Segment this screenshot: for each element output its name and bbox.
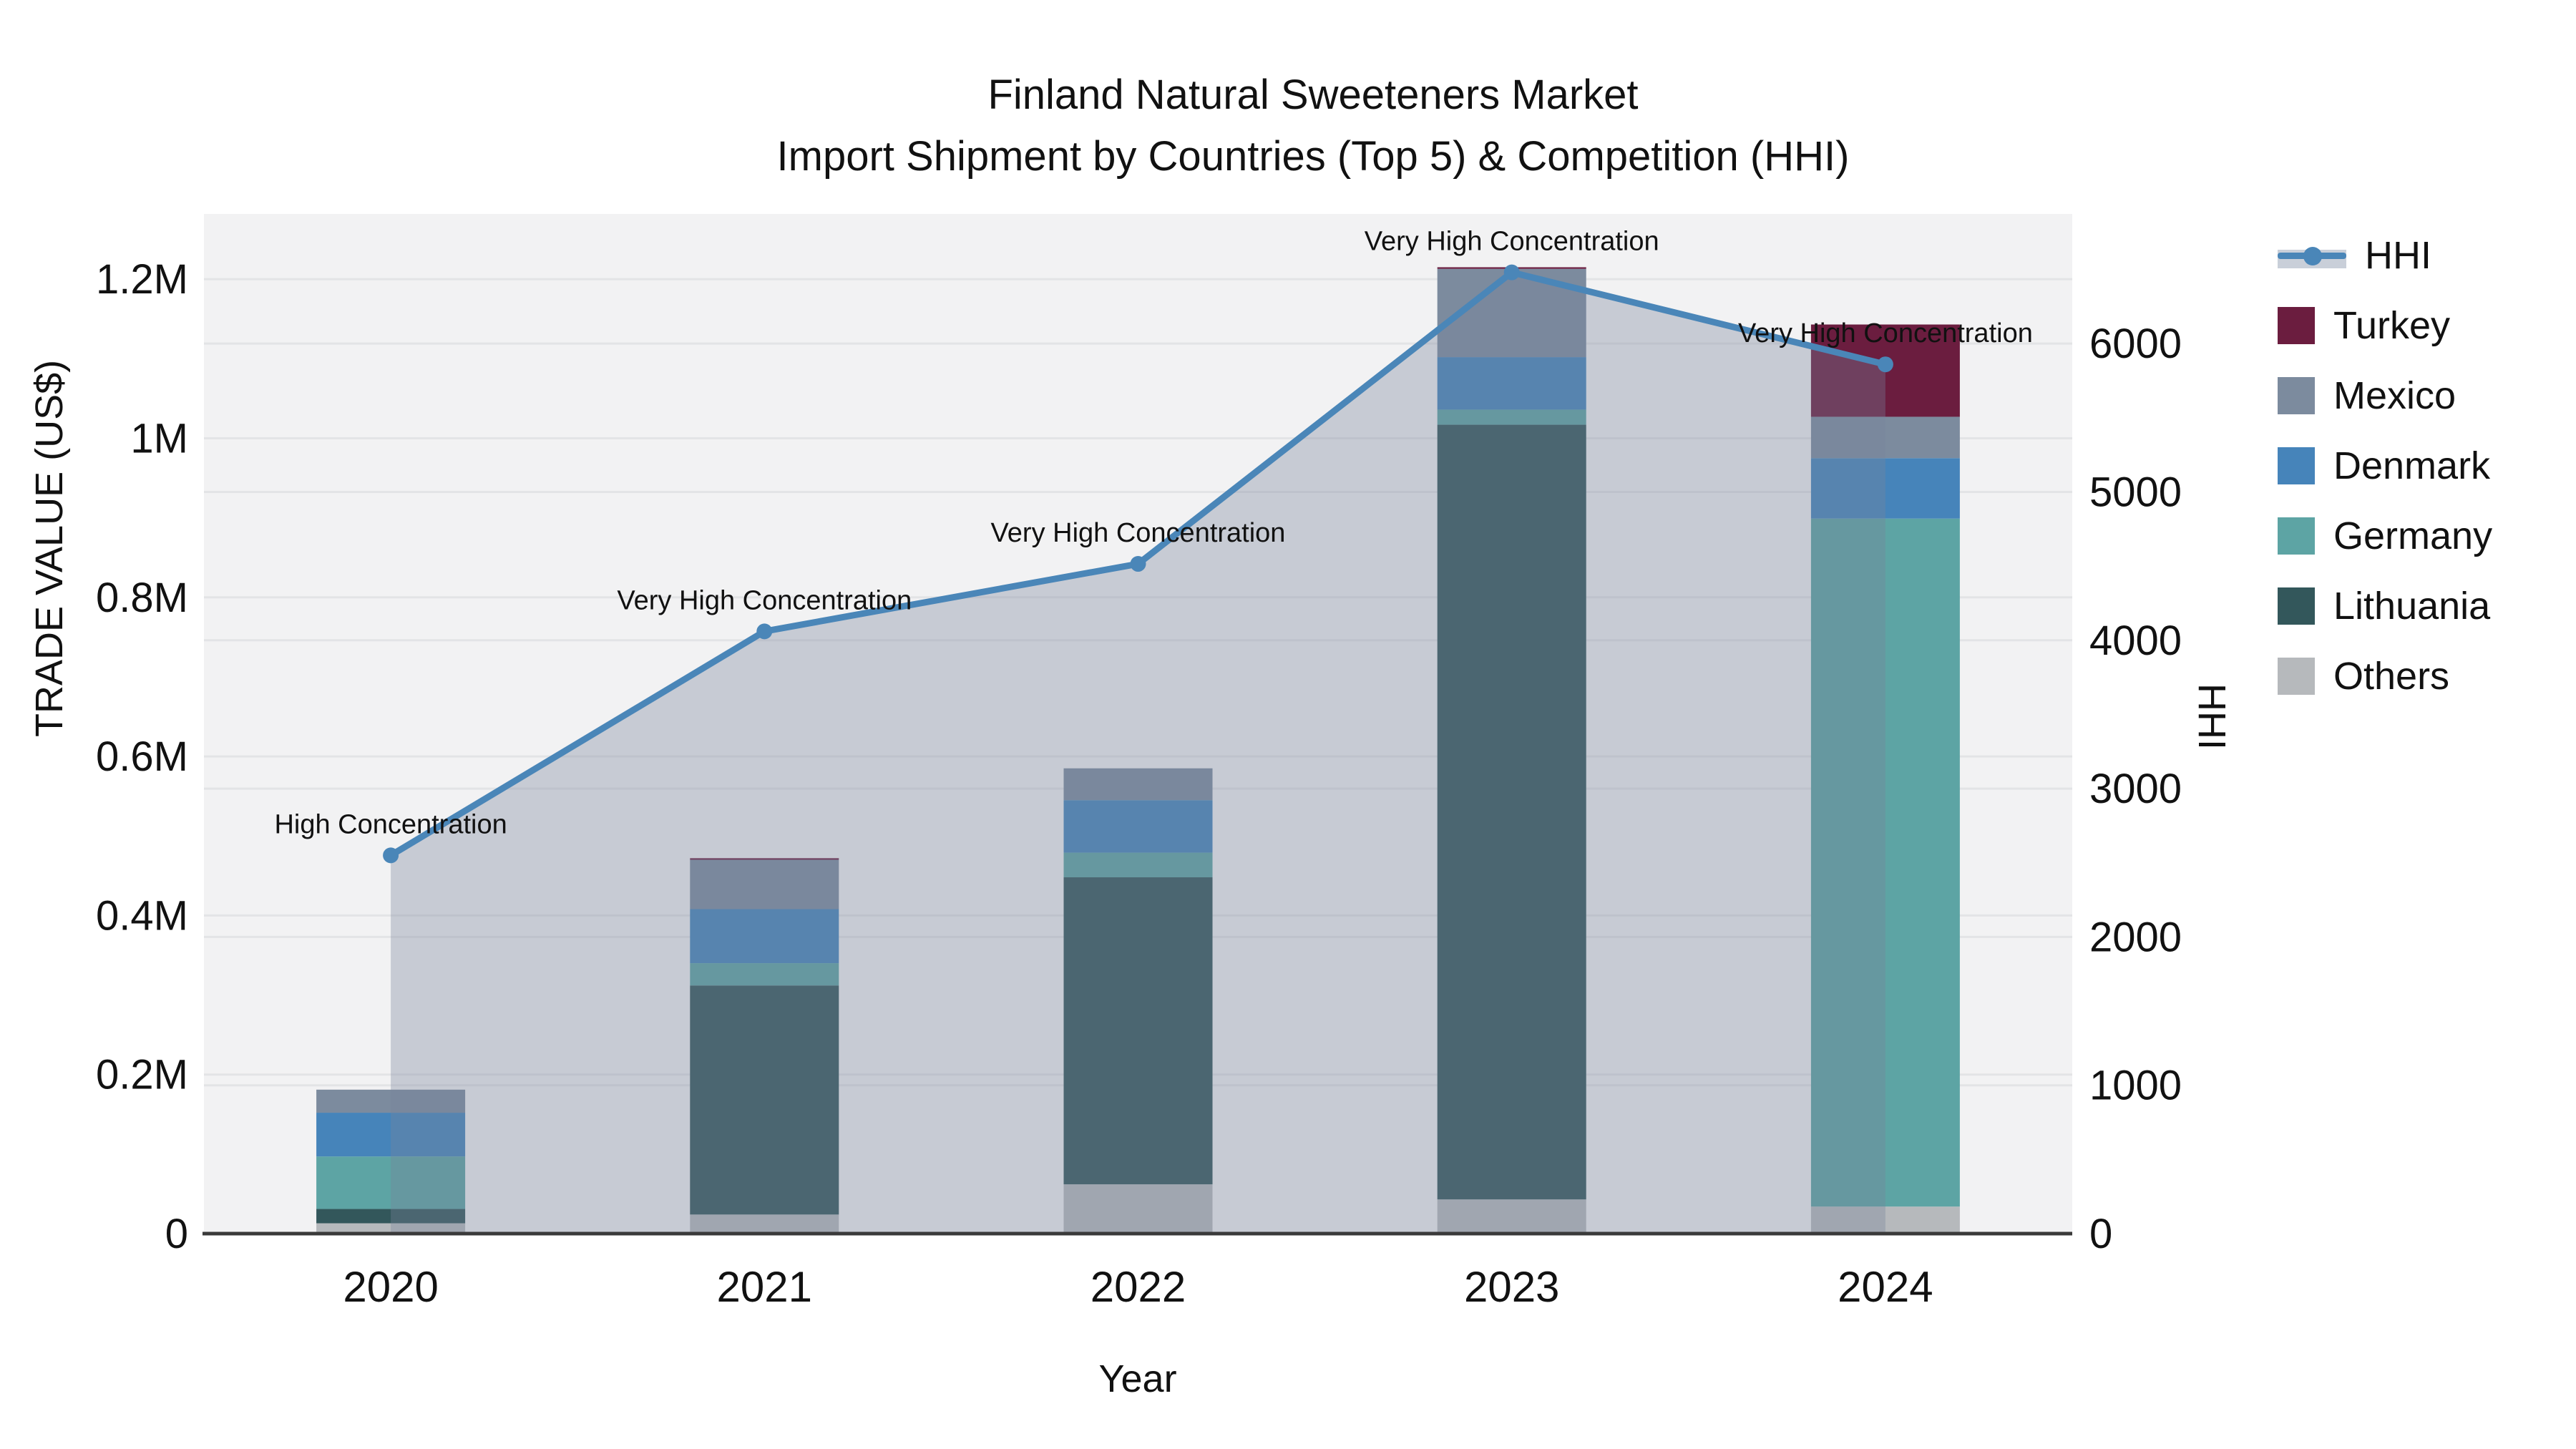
bar-segment-lithuania-2021[interactable] xyxy=(690,985,839,1215)
annotation-2021: Very High Concentration xyxy=(617,585,912,615)
x-tick-label-2021: 2021 xyxy=(717,1263,812,1311)
legend-item-mexico[interactable]: Mexico xyxy=(2278,376,2492,415)
annotation-2020: High Concentration xyxy=(274,809,507,839)
bar-segment-mexico-2024[interactable] xyxy=(1810,416,1960,459)
hhi-marker-2024[interactable] xyxy=(1877,356,1893,373)
legend-label: Turkey xyxy=(2333,304,2451,347)
y-left-tick-label: 0.8M xyxy=(96,575,188,621)
y-left-tick-label: 1M xyxy=(130,415,188,462)
legend-item-lithuania[interactable]: Lithuania xyxy=(2278,587,2492,625)
bar-segment-others-2023[interactable] xyxy=(1437,1199,1586,1234)
x-axis-title: Year xyxy=(1098,1357,1177,1400)
bar-segment-lithuania-2020[interactable] xyxy=(316,1209,466,1224)
y-right-tick-label: 0 xyxy=(2089,1211,2112,1257)
bar-segment-denmark-2023[interactable] xyxy=(1437,357,1586,410)
hhi-area-fill xyxy=(391,272,1885,1234)
bar-segment-germany-2021[interactable] xyxy=(690,963,839,986)
legend-label: Lithuania xyxy=(2333,585,2491,628)
x-tick-label-2020: 2020 xyxy=(343,1263,438,1311)
hhi-marker-2021[interactable] xyxy=(756,623,773,640)
y-right-tick-label: 3000 xyxy=(2089,766,2182,812)
y-axis-right-title: HHI xyxy=(2190,683,2233,750)
y-right-tick-label: 2000 xyxy=(2089,914,2182,960)
legend-swatch-icon xyxy=(2278,447,2315,484)
legend-label: Denmark xyxy=(2333,444,2491,487)
annotation-2023: Very High Concentration xyxy=(1365,227,1659,257)
legend-item-denmark[interactable]: Denmark xyxy=(2278,447,2492,485)
y-right-tick-label: 5000 xyxy=(2089,469,2182,515)
bar-segment-mexico-2020[interactable] xyxy=(316,1089,466,1113)
y-right-tick-label: 4000 xyxy=(2089,618,2182,664)
annotation-2024: Very High Concentration xyxy=(1738,318,2033,348)
bar-segment-denmark-2022[interactable] xyxy=(1063,800,1213,853)
bar-segment-others-2022[interactable] xyxy=(1063,1184,1213,1234)
bar-segment-mexico-2021[interactable] xyxy=(690,859,839,909)
bar-segment-germany-2020[interactable] xyxy=(316,1156,466,1209)
y-left-tick-label: 0.2M xyxy=(96,1052,188,1098)
legend-swatch-icon xyxy=(2278,377,2315,414)
y-left-tick-label: 0 xyxy=(165,1211,188,1257)
chart-title-line2: Import Shipment by Countries (Top 5) & C… xyxy=(776,133,1850,180)
x-tick-label-2022: 2022 xyxy=(1091,1263,1186,1311)
bar-segment-denmark-2021[interactable] xyxy=(690,909,839,964)
legend-swatch-icon xyxy=(2278,658,2315,695)
hhi-marker-2020[interactable] xyxy=(383,847,399,864)
chart-legend: HHI Turkey Mexico Denmark Germany Lithuania Ot… xyxy=(2278,236,2492,696)
y-left-tick-label: 0.4M xyxy=(96,892,188,939)
bar-segment-others-2024[interactable] xyxy=(1810,1206,1960,1234)
bar-segment-germany-2023[interactable] xyxy=(1437,409,1586,425)
legend-swatch-icon xyxy=(2278,587,2315,625)
y-left-tick-label: 1.2M xyxy=(96,256,188,303)
y-right-tick-label: 1000 xyxy=(2089,1063,2182,1109)
legend-item-others[interactable]: Others xyxy=(2278,657,2492,696)
legend-item-hhi[interactable]: HHI xyxy=(2278,236,2492,275)
legend-label: Germany xyxy=(2333,514,2493,557)
bar-segment-turkey-2021[interactable] xyxy=(690,858,839,860)
y-right-tick-label: 6000 xyxy=(2089,321,2182,367)
hhi-marker-2023[interactable] xyxy=(1503,264,1520,280)
x-tick-label-2024: 2024 xyxy=(1838,1263,1933,1311)
legend-label: Mexico xyxy=(2333,374,2457,417)
bar-segment-mexico-2022[interactable] xyxy=(1063,768,1213,801)
bar-segment-denmark-2024[interactable] xyxy=(1810,458,1960,519)
bar-segment-denmark-2020[interactable] xyxy=(316,1113,466,1157)
bar-segment-others-2021[interactable] xyxy=(690,1214,839,1234)
legend-label: HHI xyxy=(2365,234,2431,277)
legend-swatch-icon xyxy=(2278,517,2315,555)
bar-segment-germany-2022[interactable] xyxy=(1063,852,1213,878)
x-tick-label-2023: 2023 xyxy=(1464,1263,1559,1311)
hhi-line-icon xyxy=(2278,237,2346,274)
bar-segment-others-2020[interactable] xyxy=(316,1223,466,1234)
legend-swatch-icon xyxy=(2278,307,2315,344)
legend-item-germany[interactable]: Germany xyxy=(2278,517,2492,555)
y-left-tick-label: 0.6M xyxy=(96,733,188,780)
legend-label: Others xyxy=(2333,655,2450,698)
chart-title-line1: Finland Natural Sweeteners Market xyxy=(987,72,1639,118)
hhi-marker-2022[interactable] xyxy=(1130,556,1146,572)
legend-item-turkey[interactable]: Turkey xyxy=(2278,306,2492,345)
annotation-2022: Very High Concentration xyxy=(991,518,1286,548)
bar-segment-germany-2024[interactable] xyxy=(1810,518,1960,1207)
bar-segment-lithuania-2022[interactable] xyxy=(1063,877,1213,1185)
y-axis-left-title: TRADE VALUE (US$) xyxy=(28,359,71,737)
bar-segment-lithuania-2023[interactable] xyxy=(1437,424,1586,1200)
